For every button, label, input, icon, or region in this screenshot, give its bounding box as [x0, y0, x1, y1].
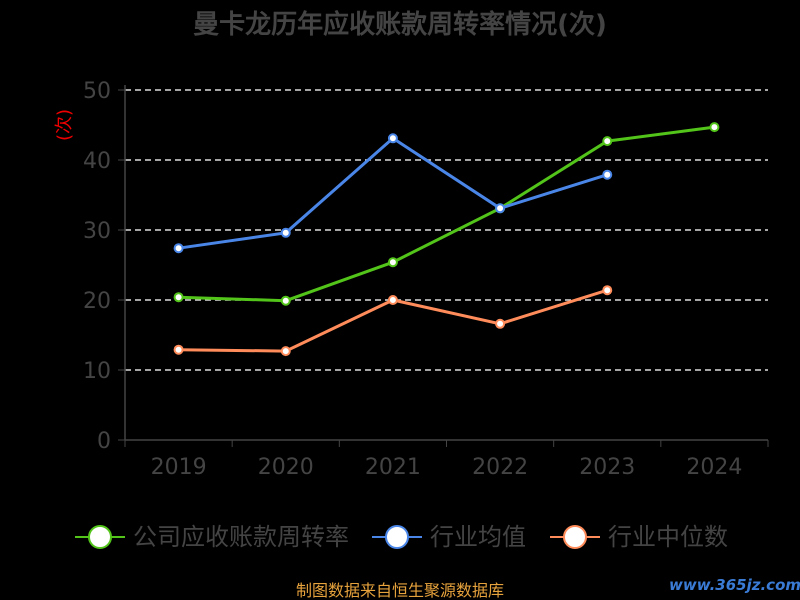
data-point: [387, 257, 398, 268]
y-tick-label: 40: [83, 149, 111, 174]
data-point: [280, 227, 291, 238]
y-axis-label: (次): [54, 109, 75, 141]
data-point: [173, 292, 184, 303]
data-point: [495, 203, 506, 214]
legend-label: 行业均值: [430, 523, 526, 551]
legend-label: 行业中位数: [608, 523, 728, 551]
data-point: [387, 295, 398, 305]
chart-title: 曼卡龙历年应收账款周转率情况(次): [193, 9, 607, 40]
y-tick-label: 30: [83, 219, 111, 244]
y-tick-label: 10: [83, 359, 111, 384]
x-tick-label: 2020: [258, 455, 314, 480]
data-point: [280, 346, 291, 357]
x-tick-label: 2024: [686, 455, 742, 480]
data-point: [709, 122, 720, 133]
data-point: [495, 318, 506, 329]
series-line-0: [178, 125, 715, 303]
watermark: www.365jz.com: [669, 576, 800, 594]
source-note: 制图数据来自恒生聚源数据库: [296, 581, 504, 600]
x-tick-label: 2022: [472, 455, 528, 480]
y-tick-label: 50: [83, 79, 111, 104]
y-tick-label: 0: [97, 429, 111, 454]
y-tick-label: 20: [83, 289, 111, 314]
legend-marker: [385, 525, 409, 549]
data-point: [280, 295, 291, 306]
legend-label: 公司应收账款周转率: [133, 523, 349, 551]
data-point: [602, 136, 613, 147]
data-point: [602, 169, 613, 180]
legend-marker: [88, 525, 112, 549]
x-tick-label: 2021: [365, 455, 421, 480]
x-tick-label: 2023: [579, 455, 635, 480]
x-tick-label: 2019: [151, 455, 207, 480]
data-point: [173, 344, 184, 355]
data-point: [173, 243, 184, 254]
series-line-1: [178, 136, 608, 250]
data-point: [387, 133, 398, 144]
data-point: [602, 285, 613, 296]
legend-marker: [563, 525, 587, 549]
